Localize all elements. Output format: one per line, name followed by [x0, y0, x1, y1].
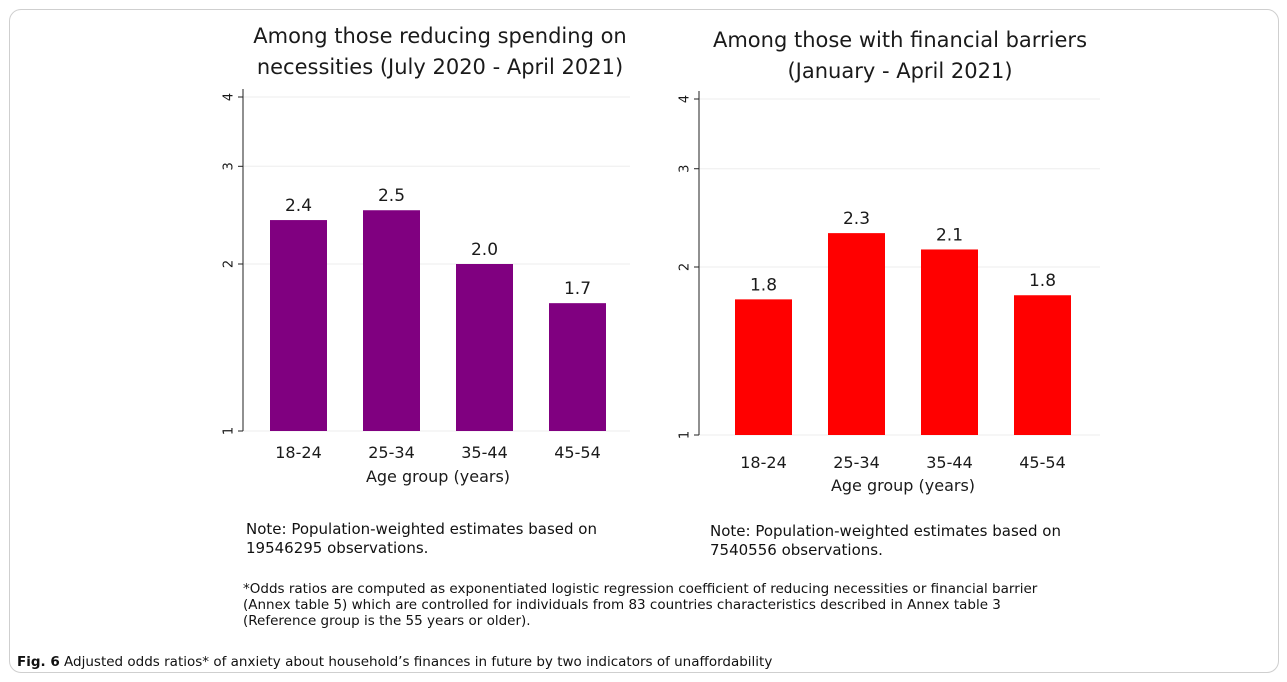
- bar-18-24: [735, 299, 792, 435]
- chart-left-title-line-2: necessities (July 2020 - April 2021): [257, 55, 623, 79]
- y-tick-label: 4: [222, 93, 237, 101]
- bar-value-label: 2.5: [378, 186, 405, 206]
- bar-value-label: 2.0: [471, 240, 498, 260]
- bar-45-54: [1014, 295, 1071, 435]
- y-tick-label: 4: [678, 95, 693, 103]
- bar-value-label: 1.8: [1029, 271, 1056, 291]
- x-tick-label: 25-34: [368, 443, 415, 462]
- chart-right-title-line-2: (January - April 2021): [787, 59, 1012, 83]
- y-tick-label: 2: [678, 263, 693, 271]
- chart-right: Among those with financial barriers (Janu…: [678, 28, 1100, 495]
- figure-frame: [9, 9, 1279, 673]
- note-right: Note: Population-weighted estimates base…: [710, 522, 1061, 560]
- bar-25-34: [363, 210, 420, 431]
- x-tick-label: 25-34: [833, 453, 880, 472]
- x-axis-label: Age group (years): [831, 476, 975, 495]
- bar-value-label: 1.7: [564, 279, 591, 299]
- note-left-line-1: Note: Population-weighted estimates base…: [246, 520, 597, 538]
- x-tick-label: 45-54: [1019, 453, 1066, 472]
- y-tick-label: 1: [222, 427, 237, 435]
- chart-left: Among those reducing spending on necessit…: [222, 24, 630, 486]
- bar-value-label: 2.3: [843, 209, 870, 229]
- y-tick-label: 3: [222, 162, 237, 170]
- footnote: *Odds ratios are computed as exponentiat…: [243, 581, 1143, 629]
- bar-value-label: 2.1: [936, 225, 963, 245]
- y-tick-label: 2: [222, 260, 237, 268]
- bar-value-label: 1.8: [750, 275, 777, 295]
- bar-35-44: [456, 264, 513, 431]
- footnote-line-2: (Annex table 5) which are controlled for…: [243, 597, 1001, 613]
- x-tick-label: 35-44: [461, 443, 508, 462]
- note-right-line-1: Note: Population-weighted estimates base…: [710, 522, 1061, 540]
- figure-caption-label: Fig. 6: [17, 654, 60, 670]
- figure-caption-text: Adjusted odds ratios* of anxiety about h…: [64, 654, 773, 670]
- bar-18-24: [270, 220, 327, 431]
- note-right-line-2: 7540556 observations.: [710, 541, 883, 559]
- bar-45-54: [549, 303, 606, 431]
- bar-25-34: [828, 233, 885, 435]
- chart-right-title-line-1: Among those with financial barriers: [713, 28, 1087, 52]
- x-tick-label: 18-24: [740, 453, 787, 472]
- footnote-line-3: (Reference group is the 55 years or olde…: [243, 613, 531, 629]
- bar-value-label: 2.4: [285, 196, 312, 216]
- bar-35-44: [921, 249, 978, 435]
- y-tick-label: 3: [678, 165, 693, 173]
- footnote-line-1: *Odds ratios are computed as exponentiat…: [243, 581, 1038, 597]
- x-tick-label: 35-44: [926, 453, 973, 472]
- figure-caption: Fig. 6 Adjusted odds ratios* of anxiety …: [17, 654, 772, 670]
- x-axis-label: Age group (years): [366, 467, 510, 486]
- chart-left-title-line-1: Among those reducing spending on: [253, 24, 626, 48]
- note-left-line-2: 19546295 observations.: [246, 539, 429, 557]
- note-left: Note: Population-weighted estimates base…: [246, 520, 597, 558]
- x-tick-label: 18-24: [275, 443, 322, 462]
- x-tick-label: 45-54: [554, 443, 601, 462]
- y-tick-label: 1: [678, 431, 693, 439]
